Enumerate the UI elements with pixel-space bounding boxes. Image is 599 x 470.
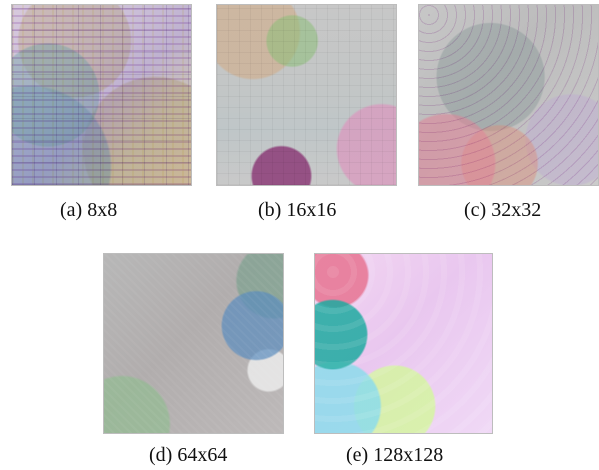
mosaic-texture <box>419 5 598 185</box>
panel-image-64x64 <box>103 253 284 434</box>
mosaic-texture <box>12 5 191 185</box>
caption-e: (e) 128x128 <box>346 444 444 466</box>
panel-image-16x16 <box>216 4 397 186</box>
caption-d: (d) 64x64 <box>149 444 228 466</box>
panel-image-8x8 <box>11 4 192 186</box>
mosaic-texture <box>217 5 396 185</box>
panel-image-128x128 <box>314 253 493 434</box>
panel-image-32x32 <box>418 4 599 186</box>
mosaic-texture <box>104 254 283 433</box>
caption-c: (c) 32x32 <box>464 199 542 221</box>
mosaic-texture <box>315 254 492 433</box>
caption-b: (b) 16x16 <box>258 199 337 221</box>
caption-a: (a) 8x8 <box>60 199 118 221</box>
